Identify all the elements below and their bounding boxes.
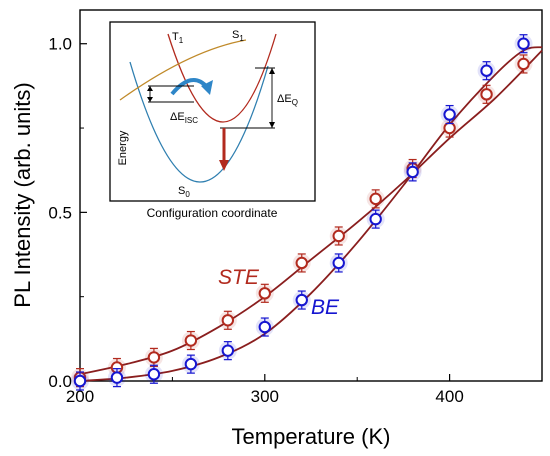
be-point-marker [221, 344, 235, 357]
ste-point-marker [443, 121, 456, 135]
y-tick-label-0.0: 0.0 [48, 372, 72, 391]
s0-label: S0 [178, 185, 190, 199]
be-point [255, 317, 274, 337]
dq-arrowhead-down [269, 122, 275, 128]
ste-point-marker [369, 192, 382, 206]
series-label-ste: STE [218, 266, 260, 289]
inset-xlabel: Configuration coordinate [147, 206, 278, 220]
be-point [403, 162, 422, 182]
be-point-marker [147, 368, 161, 381]
ste-point [144, 347, 163, 367]
s1-label: S1 [232, 29, 244, 43]
be-point-marker [110, 371, 124, 384]
isc-arrowhead-down [147, 97, 153, 102]
isc-arrowhead-up [147, 86, 153, 91]
s0-curve [129, 61, 269, 183]
y-axis-title: PL Intensity (arb. units) [10, 82, 35, 307]
ste-point [477, 84, 496, 104]
be-point-marker [443, 108, 456, 121]
inset-frame [109, 21, 316, 202]
be-point-marker [295, 293, 308, 307]
t1-label: T1 [172, 31, 184, 45]
isc-arrowhead [201, 80, 213, 95]
be-point [144, 364, 163, 384]
ste-point [514, 54, 533, 74]
be-point [107, 368, 126, 388]
be-point [218, 341, 237, 361]
y-tick-label-0.5: 0.5 [48, 203, 72, 222]
x-axis-title: Temperature (K) [232, 424, 391, 449]
be-point [181, 354, 200, 374]
series-label-be: BE [311, 296, 340, 319]
emission-arrowhead [219, 160, 229, 171]
dq-arrowhead-up [269, 68, 275, 74]
ste-point [218, 310, 237, 330]
delta-e-q-label: ΔEQ [277, 93, 298, 107]
ste-point-marker [517, 57, 530, 71]
ste-point [292, 253, 311, 273]
ste-point-marker [221, 314, 235, 327]
inset-diagram: T1 S1 S0 ΔEISC ΔEQ Energy Configuration … [109, 21, 316, 220]
fit-curve-ste [79, 49, 543, 376]
ste-point-marker [295, 256, 308, 270]
x-tick-label-400: 400 [435, 387, 463, 406]
delta-e-isc-label: ΔEISC [170, 111, 198, 125]
be-point [440, 104, 459, 125]
x-tick-label-300: 300 [251, 387, 279, 406]
x-tick-label-200: 200 [66, 387, 94, 406]
be-point-marker [73, 374, 87, 388]
ste-point-marker [258, 287, 271, 300]
ste-point-marker [147, 351, 161, 364]
ste-point [366, 189, 385, 209]
ste-point [181, 330, 200, 351]
be-point-marker [406, 165, 419, 179]
be-point-marker [369, 212, 382, 226]
inset-ylabel: Energy [117, 130, 129, 165]
be-point-marker [258, 320, 271, 334]
be-point [514, 34, 533, 54]
be-point [477, 61, 496, 81]
be-point-marker [480, 64, 493, 77]
ste-point-marker [480, 88, 493, 101]
ste-point-marker [184, 334, 198, 347]
be-point [292, 290, 311, 310]
be-point-marker [332, 256, 345, 270]
ste-point [329, 226, 348, 246]
be-point-marker [184, 357, 198, 371]
s1-curve [119, 39, 247, 101]
plot-frame [79, 9, 543, 382]
y-tick-label-1.0: 1.0 [48, 35, 72, 54]
be-point [329, 253, 348, 273]
ste-point [255, 283, 274, 303]
be-point-marker [517, 37, 530, 50]
ste-point-marker [332, 229, 345, 243]
t1-curve [167, 33, 277, 123]
be-point [366, 209, 385, 229]
be-point [71, 371, 89, 391]
